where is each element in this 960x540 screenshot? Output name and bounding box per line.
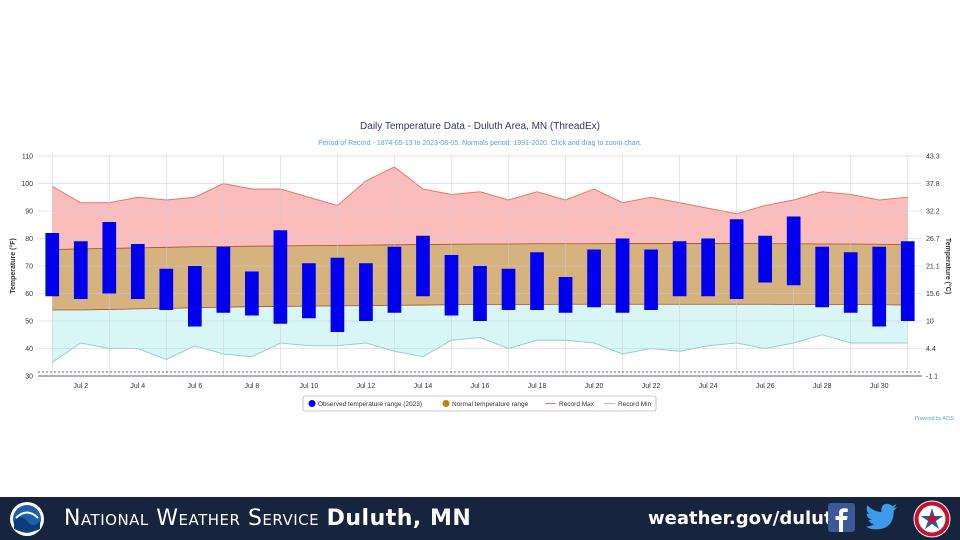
agency-title: National Weather Service Duluth, MN bbox=[64, 506, 471, 531]
observed-bar bbox=[473, 266, 487, 321]
observed-bar bbox=[387, 246, 402, 313]
y2-tick-label: 10 bbox=[926, 319, 934, 326]
y-tick-label: 100 bbox=[21, 181, 33, 188]
observed-bar bbox=[444, 255, 459, 316]
x-tick-label: Jul 2 bbox=[73, 383, 88, 390]
observed-bar bbox=[159, 268, 174, 310]
y2-tick-label: 21.1 bbox=[926, 264, 940, 271]
observed-bar bbox=[359, 263, 373, 321]
observed-bar bbox=[815, 246, 830, 308]
x-tick-label: Jul 16 bbox=[471, 383, 490, 390]
observed-bar bbox=[187, 266, 202, 327]
y2-tick-label: 32.2 bbox=[926, 209, 940, 216]
observed-bar bbox=[501, 268, 516, 310]
legend-normal-label[interactable]: Normal temperature range bbox=[452, 401, 529, 408]
twitter-icon[interactable] bbox=[866, 503, 898, 531]
y2-tick-label: 15.6 bbox=[926, 291, 940, 298]
nws-logo bbox=[913, 500, 951, 538]
record-max-line bbox=[52, 166, 908, 215]
x-tick-label: Jul 12 bbox=[357, 383, 376, 390]
record-min-area bbox=[52, 304, 908, 363]
x-tick-label: Jul 24 bbox=[699, 383, 718, 390]
x-tick-label: Jul 8 bbox=[244, 383, 259, 390]
noaa-logo bbox=[10, 502, 44, 536]
observed-bar bbox=[73, 241, 88, 299]
y-tick-label: 40 bbox=[25, 346, 33, 353]
x-tick-label: Jul 22 bbox=[642, 383, 661, 390]
chart-legend: Observed temperature range (2023) Normal… bbox=[302, 395, 657, 412]
facebook-icon[interactable] bbox=[828, 503, 855, 532]
observed-bar bbox=[672, 241, 687, 297]
observed-bar bbox=[130, 244, 145, 299]
legend-record-max-label[interactable]: Record Max bbox=[559, 401, 595, 408]
y-tick-label: 110 bbox=[22, 154, 33, 161]
chart-credit[interactable]: Powered by ACIS bbox=[915, 416, 955, 422]
observed-bar bbox=[900, 241, 915, 321]
observed-bar bbox=[729, 219, 744, 299]
observed-bar bbox=[701, 238, 715, 297]
x-tick-label: Jul 26 bbox=[756, 383, 775, 390]
legend-box bbox=[302, 395, 657, 412]
chart-axes: 30 -1.1 40 4.4 50 10 60 15.6 70 21.1 80 26.7 90 32.2 1… bbox=[21, 154, 939, 391]
observed-bar bbox=[45, 233, 60, 297]
y-tick-label: 80 bbox=[25, 236, 33, 243]
x-tick-label: Jul 6 bbox=[187, 383, 202, 390]
observed-bar bbox=[587, 249, 601, 308]
y2-tick-label: 43.3 bbox=[926, 154, 940, 161]
observed-bar bbox=[273, 230, 288, 324]
y2-tick-label: 26.7 bbox=[926, 236, 940, 243]
legend-observed-marker[interactable] bbox=[308, 400, 316, 407]
agency-location: Duluth, MN bbox=[326, 506, 472, 531]
footer-banner: National Weather Service Duluth, MN weat… bbox=[0, 497, 960, 540]
observed-bar bbox=[786, 216, 801, 286]
observed-bar bbox=[102, 222, 117, 294]
x-tick-label: Jul 18 bbox=[528, 383, 547, 390]
y-tick-label: 60 bbox=[25, 291, 33, 298]
observed-bar bbox=[615, 238, 630, 313]
observed-bar bbox=[758, 235, 773, 283]
x-tick-label: Jul 30 bbox=[870, 383, 889, 390]
observed-bar bbox=[245, 271, 259, 316]
observed-bar bbox=[872, 246, 887, 327]
observed-bar bbox=[843, 252, 858, 313]
legend-observed-label[interactable]: Observed temperature range (2023) bbox=[318, 401, 422, 408]
x-tick-label: Jul 20 bbox=[585, 383, 604, 390]
y2-tick-label: 4.4 bbox=[926, 346, 936, 353]
y-tick-label: 70 bbox=[25, 264, 33, 271]
y2-tick-label: 37.8 bbox=[926, 181, 940, 188]
observed-bar bbox=[416, 235, 430, 297]
y-tick-label: 90 bbox=[25, 209, 33, 216]
y-axis-title-right: Temperature (°C) bbox=[944, 238, 952, 294]
record-max-area bbox=[52, 167, 908, 250]
y-tick-label: 50 bbox=[25, 319, 33, 326]
chart-title: Daily Temperature Data - Duluth Area, MN… bbox=[360, 121, 600, 132]
observed-bar bbox=[558, 277, 573, 313]
chart-areas bbox=[51, 166, 908, 363]
legend-normal-marker[interactable] bbox=[442, 400, 450, 407]
observed-bar bbox=[330, 257, 345, 332]
x-tick-label: Jul 10 bbox=[300, 383, 319, 390]
y-axis-title-left: Temperature (°F) bbox=[9, 238, 17, 294]
observed-bars bbox=[45, 216, 915, 332]
observed-bar bbox=[302, 263, 316, 319]
legend-record-min-label[interactable]: Record Min bbox=[618, 401, 652, 408]
website-link[interactable]: weather.gov/duluth bbox=[648, 508, 846, 529]
x-tick-label: Jul 28 bbox=[813, 383, 832, 390]
y2-tick-label: -1.1 bbox=[926, 374, 938, 381]
agency-name: National Weather Service bbox=[64, 506, 320, 531]
temperature-chart[interactable]: 30 -1.1 40 4.4 50 10 60 15.6 70 21.1 80 26.7 90 32.2 1… bbox=[0, 0, 960, 490]
x-tick-label: Jul 14 bbox=[414, 383, 433, 390]
observed-bar bbox=[216, 246, 231, 313]
observed-bar bbox=[530, 252, 544, 310]
observed-bar bbox=[644, 249, 658, 310]
x-tick-label: Jul 4 bbox=[130, 383, 145, 390]
chart-subtitle: Period of Record - 1874-05-13 to 2023-08… bbox=[318, 140, 642, 147]
y-tick-label: 30 bbox=[25, 374, 33, 381]
